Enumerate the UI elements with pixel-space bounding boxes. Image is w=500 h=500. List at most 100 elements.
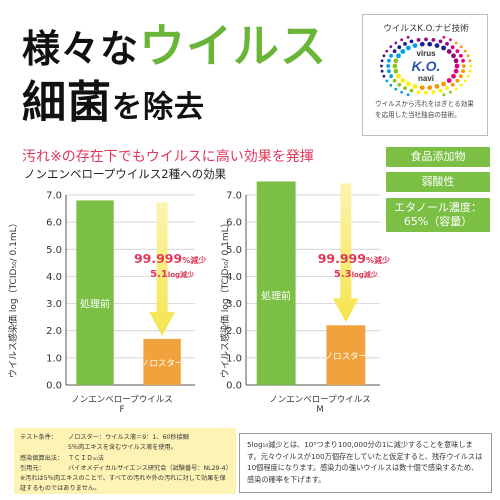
condition-row: テスト条件： ノロスター：ウイルス液＝9：1、60秒接触 [20,433,230,443]
logo-dot [387,69,391,74]
logo-dot [397,82,402,87]
badge-food-additive: 食品添加物 [386,147,490,167]
badge-ethanol-label: エタノール濃度： [394,201,482,214]
logo-dot [396,73,401,79]
logo-dot [442,93,446,97]
logo-dot [400,90,403,94]
logo-dot [394,41,398,45]
logo-dot [424,37,428,42]
logo-dot [397,45,402,50]
page-title-line2: 細菌を除去 [22,66,205,130]
logo-dot [412,84,418,89]
logo-dot [438,39,443,44]
logo-dot [409,88,414,93]
chart2-bar-label: 処理前 [261,290,291,303]
logo-dot [438,88,443,93]
chart1-reduction-arrow [149,202,176,336]
logo-dot [409,39,414,44]
logo-dot [459,74,463,79]
chart2-y-tick-label: 7.0 [226,191,242,202]
logo-dot [459,45,463,49]
logo-dot [406,35,410,39]
logo-dot [446,78,452,83]
condition-value: バイオメディカルサイエンス研究会（試験番号：NL29-4） [68,464,232,472]
logo-dot [412,43,418,48]
logo-dot [382,74,386,78]
condition-key: テスト条件： [20,434,58,441]
virus-ko-navi-logo: virus K.O. navi [380,35,472,97]
chart2-y-tick-label: 3.0 [226,299,242,310]
logo-dot [453,58,459,64]
chart1-y-tick-label: 2.0 [46,326,62,337]
logo-dot [419,85,425,91]
logo-dot [454,87,458,91]
logo-dot [427,41,433,47]
chart2-bar-after [326,325,366,385]
logo-dot [400,49,406,54]
condition-value: 5％肉エキスを含むウイルス液を使用。 [68,444,177,452]
logo-dot [459,83,463,87]
headline-subject: ノンエンベロープウイルス2種への効果 [24,167,227,181]
chart2-x-label-text: ノンエンベロープウイルス [269,395,371,405]
title-part-bacteria: 細菌 [22,77,112,128]
logo-dot [396,53,401,59]
logo-dot [389,45,393,49]
logo-word-navi: navi [418,74,434,83]
chart1-bar-label: 処理前 [80,297,110,310]
logo-dot [406,81,411,87]
chart1-bar-before [76,200,114,385]
logo-dot [392,78,397,83]
logo-dot [393,68,399,74]
logo-dot [394,87,398,91]
logo-dot [382,54,386,58]
title-part-remove: を除去 [112,90,205,125]
logo-dot [416,38,421,42]
logo-dot [406,45,411,51]
logo-dot [468,59,472,63]
logo-dot [441,45,446,51]
logo-dot [380,59,384,63]
logo-dot [393,58,399,64]
logo-dot [380,69,384,73]
logo-dot [431,38,436,42]
logo-dot [380,64,383,68]
logo-dot [389,74,393,79]
condition-row: 感染価算出法： ＴＣＩＤ₅₀法 [20,454,230,464]
logo-dot [389,53,393,58]
chart2-reduction-arrow [332,183,359,323]
logo-dot [466,74,470,78]
badge-ethanol: エタノール濃度： 65%（容量） [386,198,490,232]
chart2-y-tick-label: 0.0 [226,381,242,392]
logo-dot [450,45,455,50]
condition-value: ＴＣＩＤ₅₀法 [68,454,104,462]
logo-dot [455,78,460,83]
logo-dot [455,49,460,54]
chart1-y-tick-label: 4.0 [46,272,62,283]
logo-description: ウイルスから汚れをはぎとる効果を応用した当社独自の技術。 [375,100,474,119]
logo-dot [403,86,407,90]
logo-dot [416,90,421,94]
logo-dot [392,49,397,54]
logo-dot [454,63,460,69]
logo-dot [386,64,391,68]
logo-dot [463,79,467,83]
logo-dot [459,53,463,58]
chart1-y-tick-label: 1.0 [46,353,62,364]
condition-row: 引用元： バイオメディカルサイエンス研究会（試験番号：NL29-4） [20,464,232,474]
logo-dot [445,86,449,90]
chart2-y-tick-label: 1.0 [226,353,242,364]
logo-dot [441,81,446,87]
log-reduction-footnote: 5log₁₀減少とは、10⁵つまり100,000分の1に減少することを意味します… [239,433,492,493]
logo-dot [466,54,470,58]
condition-key: 感染価算出法： [20,454,64,462]
logo-dot [461,69,465,74]
logo-dot [424,90,428,95]
chart1-y-tick-label: 7.0 [46,191,62,202]
logo-dot [431,90,436,94]
chart1-y-tick-label: 6.0 [46,218,62,229]
logo-dot [446,49,452,54]
chart2-x-subject: M [316,405,324,415]
chart1-x-label-text: ノンエンベロープウイルス [71,395,173,405]
logo-dot [449,90,452,94]
logo-dot [442,35,446,39]
